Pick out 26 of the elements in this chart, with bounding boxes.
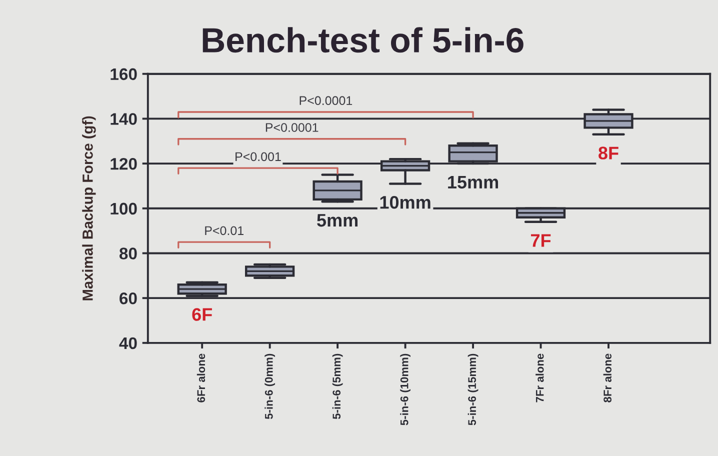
annotation: P<0.001 (236, 152, 281, 162)
annotation: 6F (192, 308, 212, 321)
annotation: P<0.0001 (300, 96, 352, 106)
annotation: 5mm (317, 214, 358, 227)
y-tick-label: 100 (110, 202, 137, 215)
annotation: 15mm (448, 176, 498, 189)
y-tick-label: 40 (119, 337, 137, 350)
y-tick-label: 80 (119, 248, 137, 260)
y-tick-label: 60 (120, 292, 137, 304)
annotation: P<0.0001 (266, 123, 318, 132)
x-tick-label: 6Fr alone (196, 354, 206, 402)
y-axis-title: Maximal Backup Force (gf) (82, 116, 96, 300)
x-tick-label: 5-in-6 (5mm) (332, 354, 343, 420)
annotation: 10mm (380, 196, 430, 209)
annotation: 8F (598, 146, 618, 160)
x-tick-label: 5-in-6 (0mm) (264, 354, 276, 420)
x-tick-label: 8Fr alone (603, 354, 612, 402)
y-tick-label: 160 (110, 68, 137, 80)
y-tick-label: 120 (110, 158, 137, 170)
annotation: 7F (531, 234, 551, 247)
x-tick-label: 5-in-6 (15mm) (468, 354, 478, 426)
x-tick-label: 5-in-6 (10mm) (400, 354, 410, 426)
y-tick-label: 140 (110, 113, 137, 125)
annotation: P<0.01 (205, 226, 244, 236)
x-tick-label: 7Fr alone (536, 354, 544, 402)
chart-title: Bench-test of 5-in-6 (202, 27, 524, 53)
